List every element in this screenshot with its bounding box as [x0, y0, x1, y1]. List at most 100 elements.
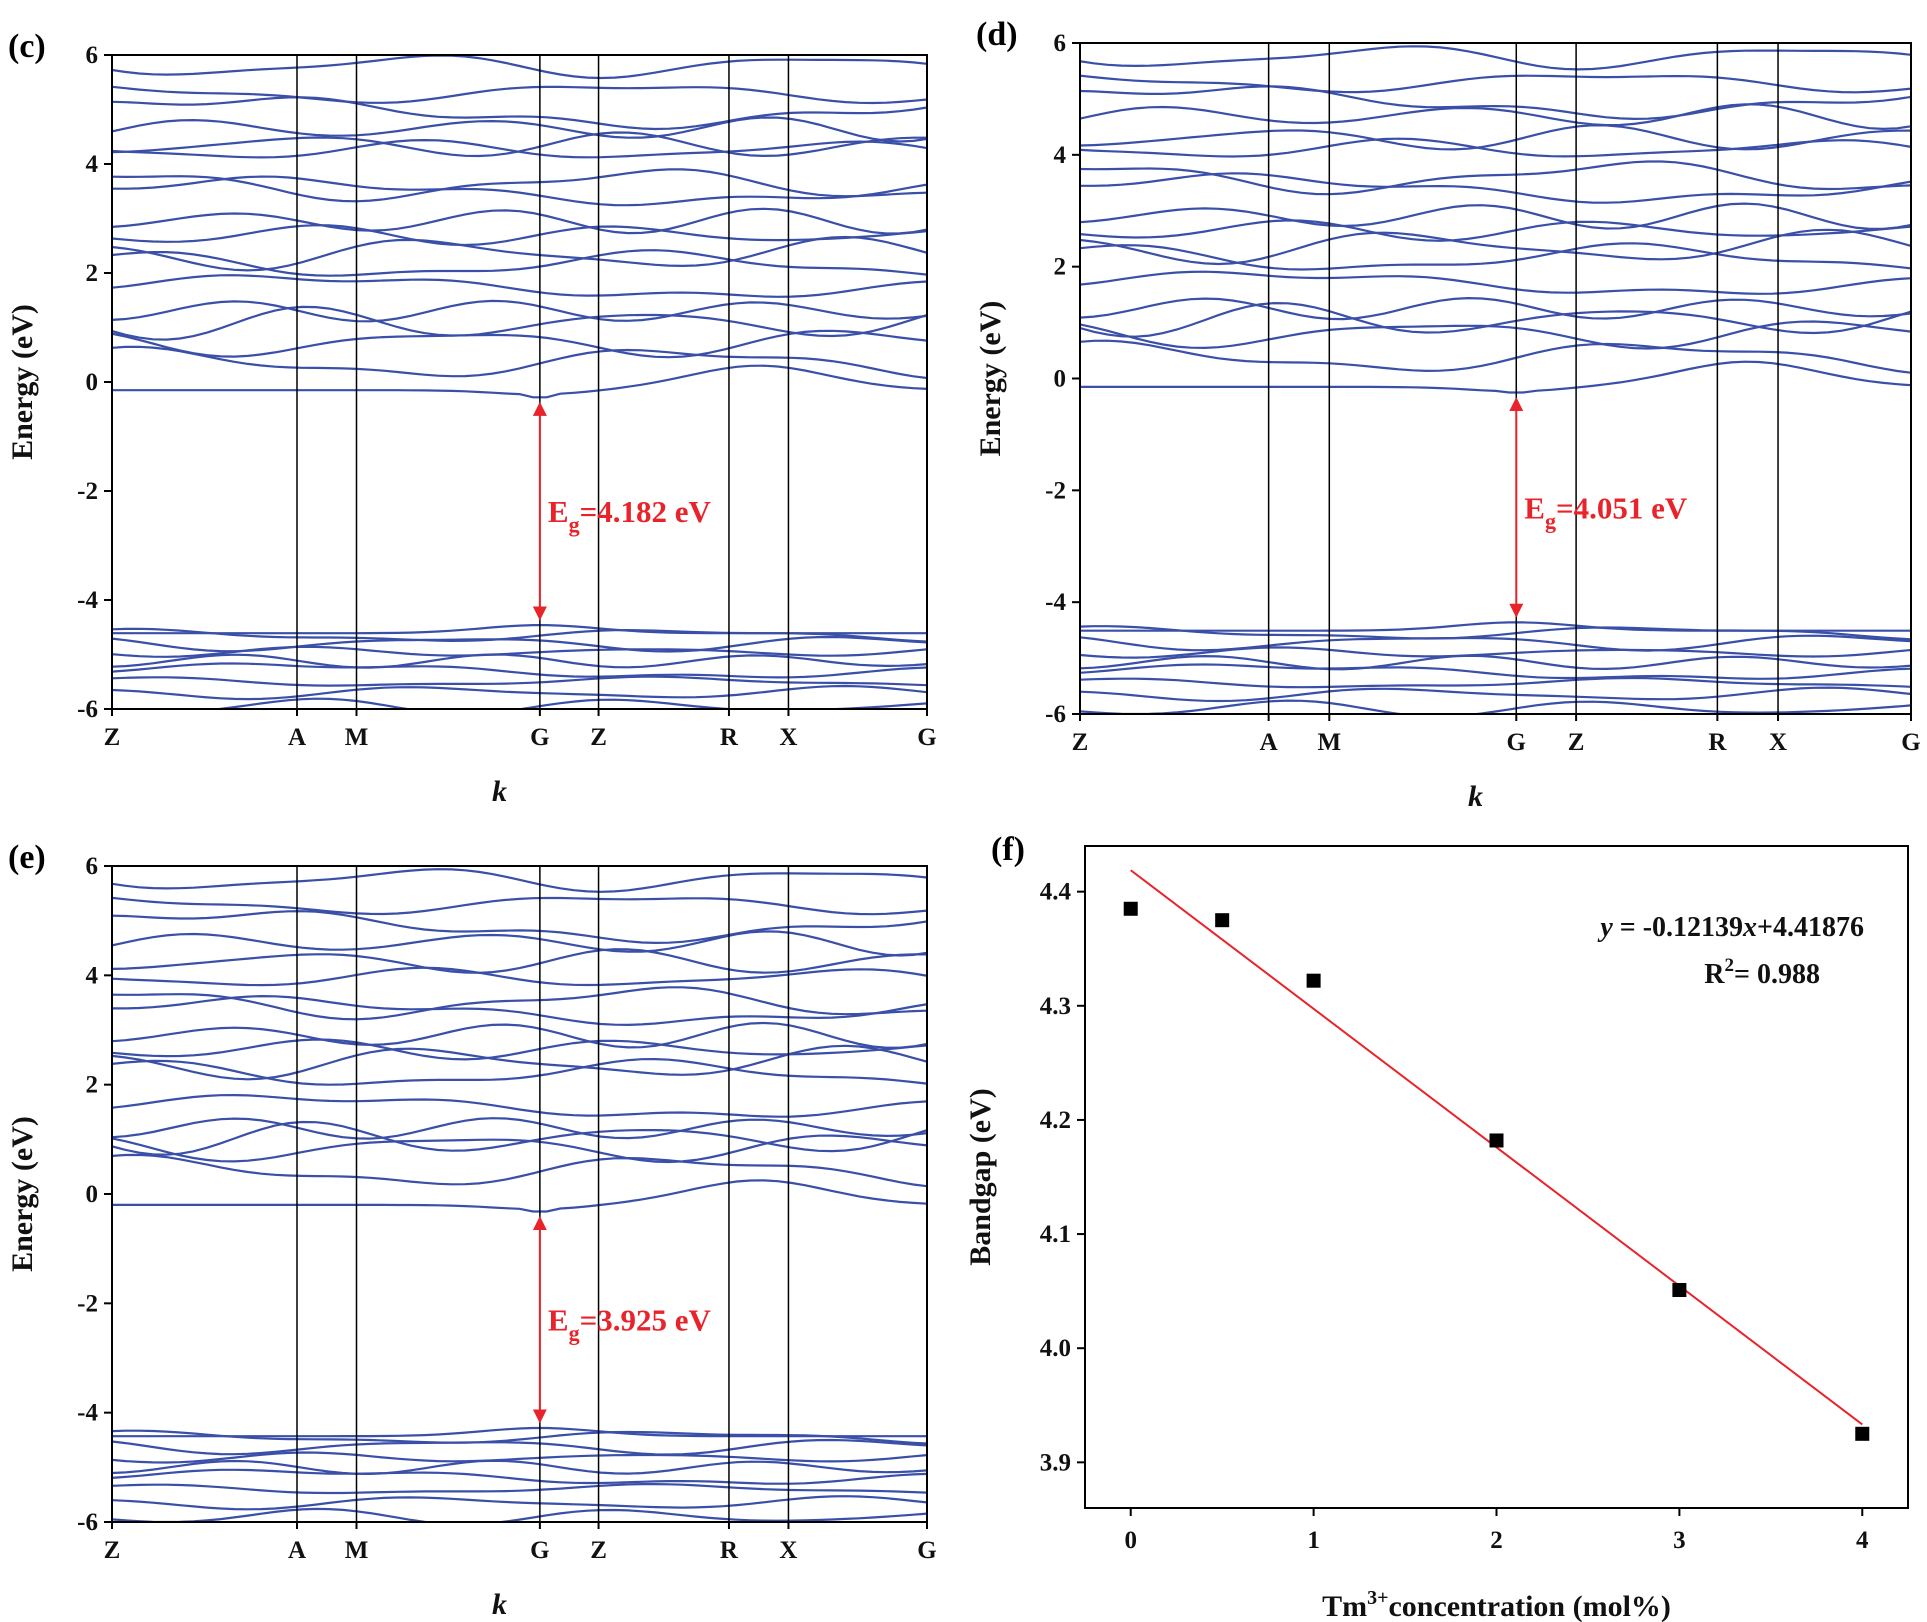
kpoint-label-A: A [1260, 729, 1278, 756]
kpoint-label-Z: Z [104, 1537, 121, 1564]
valence-band-line-3 [112, 1451, 927, 1464]
valence-band-line-3 [1080, 646, 1911, 659]
kpoint-label-R: R [720, 724, 739, 751]
conduction-band-line-5 [112, 274, 927, 298]
valence-band-line-4 [112, 1459, 927, 1476]
kpoint-label-G: G [1901, 729, 1920, 756]
fit-equation: y = -0.12139x+4.41876 [1597, 912, 1864, 943]
conduction-band-line-7 [112, 235, 927, 272]
y-tick-label: 4.4 [1040, 879, 1072, 906]
plot-frame [1084, 845, 1909, 1509]
kpoint-label-Z: Z [590, 724, 607, 751]
r2-superscript: 2 [1725, 955, 1735, 976]
conduction-band-line-9 [112, 207, 927, 235]
y-tick-label: 2 [1054, 254, 1067, 281]
conduction-band-line-2 [112, 329, 927, 359]
conduction-band-line-10 [1080, 172, 1911, 204]
valence-band-line-3 [112, 645, 927, 658]
bandgap-symbol: E [548, 1303, 569, 1338]
x-axis-title: k [492, 1588, 507, 1621]
panel-label: (c) [8, 28, 46, 65]
y-tick-label: 0 [86, 369, 99, 396]
valence-band-line-1 [112, 1429, 927, 1445]
x-title-sup: 3+ [1367, 1587, 1388, 1609]
valence-band-line-7 [112, 1495, 927, 1511]
bands-group [112, 55, 927, 709]
conduction-band-line-6 [1080, 242, 1911, 271]
x-axis-title: k [492, 775, 507, 808]
kpoint-label-A: A [288, 1537, 306, 1564]
conduction-band-line-12 [112, 966, 927, 987]
conduction-band-line-0 [112, 364, 927, 399]
conduction-band-line-2 [1080, 320, 1911, 350]
conduction-band-line-3 [112, 305, 927, 341]
data-point [1123, 901, 1138, 916]
eq-intercept: +4.41876 [1757, 912, 1864, 943]
kpoint-label-G: G [1507, 729, 1526, 756]
x-title-rest: concentration (mol%) [1388, 1590, 1670, 1622]
x-tick-label: 0 [1124, 1527, 1137, 1554]
valence-band-line-1 [112, 627, 927, 643]
data-point [1306, 973, 1321, 988]
bands-group [112, 868, 927, 1522]
conduction-band-line-1 [112, 345, 927, 380]
kpoint-label-X: X [779, 724, 797, 751]
valence-band-line-0 [1080, 621, 1911, 632]
y-tick-label: 2 [86, 1072, 99, 1099]
y-tick-label: -6 [77, 696, 98, 723]
bandgap-value: =3.925 eV [580, 1303, 712, 1338]
bandgap-value: =4.182 eV [580, 494, 712, 529]
x-tick-label: 1 [1307, 1527, 1320, 1554]
conduction-band-line-8 [1080, 219, 1911, 242]
panel-label: (f) [991, 831, 1025, 868]
conduction-band-line-13 [1080, 124, 1911, 151]
y-tick-label: 4.0 [1040, 1335, 1071, 1362]
r2-value: = 0.988 [1734, 959, 1820, 990]
valence-band-line-4 [112, 653, 927, 669]
conduction-band-line-3 [112, 1120, 927, 1156]
y-axis-title: Energy (eV) [6, 304, 39, 460]
conduction-band-line-17 [112, 868, 927, 893]
conduction-band-line-3 [1080, 301, 1911, 338]
data-point [1672, 1282, 1687, 1297]
kpoint-label-M: M [345, 1537, 369, 1564]
y-axis-title: Bandgap (eV) [964, 1088, 997, 1266]
kpoint-label-Z: Z [104, 724, 121, 751]
y-tick-label: -4 [77, 587, 98, 614]
plot-frame [111, 865, 928, 1523]
r-squared-label: R2= 0.988 [1704, 955, 1820, 990]
valence-band-line-8 [112, 697, 927, 709]
bandgap-subscript: g [569, 1321, 580, 1346]
valence-band-line-2 [1080, 634, 1911, 652]
y-tick-label: 4 [86, 151, 99, 178]
y-tick-label: 3.9 [1040, 1449, 1071, 1476]
y-tick-label: -4 [1045, 589, 1066, 616]
bandgap-symbol: E [1524, 490, 1545, 525]
kpoint-label-M: M [345, 724, 369, 751]
x-tick-label: 3 [1673, 1527, 1686, 1554]
y-tick-label: 6 [1054, 30, 1067, 57]
data-point [1215, 913, 1230, 928]
conduction-band-line-4 [1080, 296, 1911, 321]
y-tick-label: -2 [77, 478, 98, 505]
conduction-band-line-11 [112, 168, 927, 203]
y-tick-label: 0 [1054, 366, 1067, 393]
valence-band-line-5 [112, 1468, 927, 1485]
bandgap-symbol: E [548, 494, 569, 529]
conduction-band-line-16 [112, 85, 927, 105]
y-tick-label: 6 [86, 42, 99, 69]
y-tick-label: -6 [1045, 701, 1066, 728]
conduction-band-line-4 [112, 1117, 927, 1140]
kpoint-label-G: G [917, 724, 936, 751]
conduction-band-line-11 [1080, 160, 1911, 196]
conduction-band-line-1 [112, 1153, 927, 1188]
conduction-band-line-14 [112, 116, 927, 143]
kpoint-label-R: R [720, 1537, 739, 1564]
y-tick-label: -6 [77, 1509, 98, 1536]
kpoint-label-M: M [1317, 729, 1341, 756]
conduction-band-line-0 [1080, 360, 1911, 394]
conduction-band-line-0 [112, 1179, 927, 1213]
y-tick-label: 4 [1054, 142, 1067, 169]
kpoint-label-X: X [779, 1537, 797, 1564]
